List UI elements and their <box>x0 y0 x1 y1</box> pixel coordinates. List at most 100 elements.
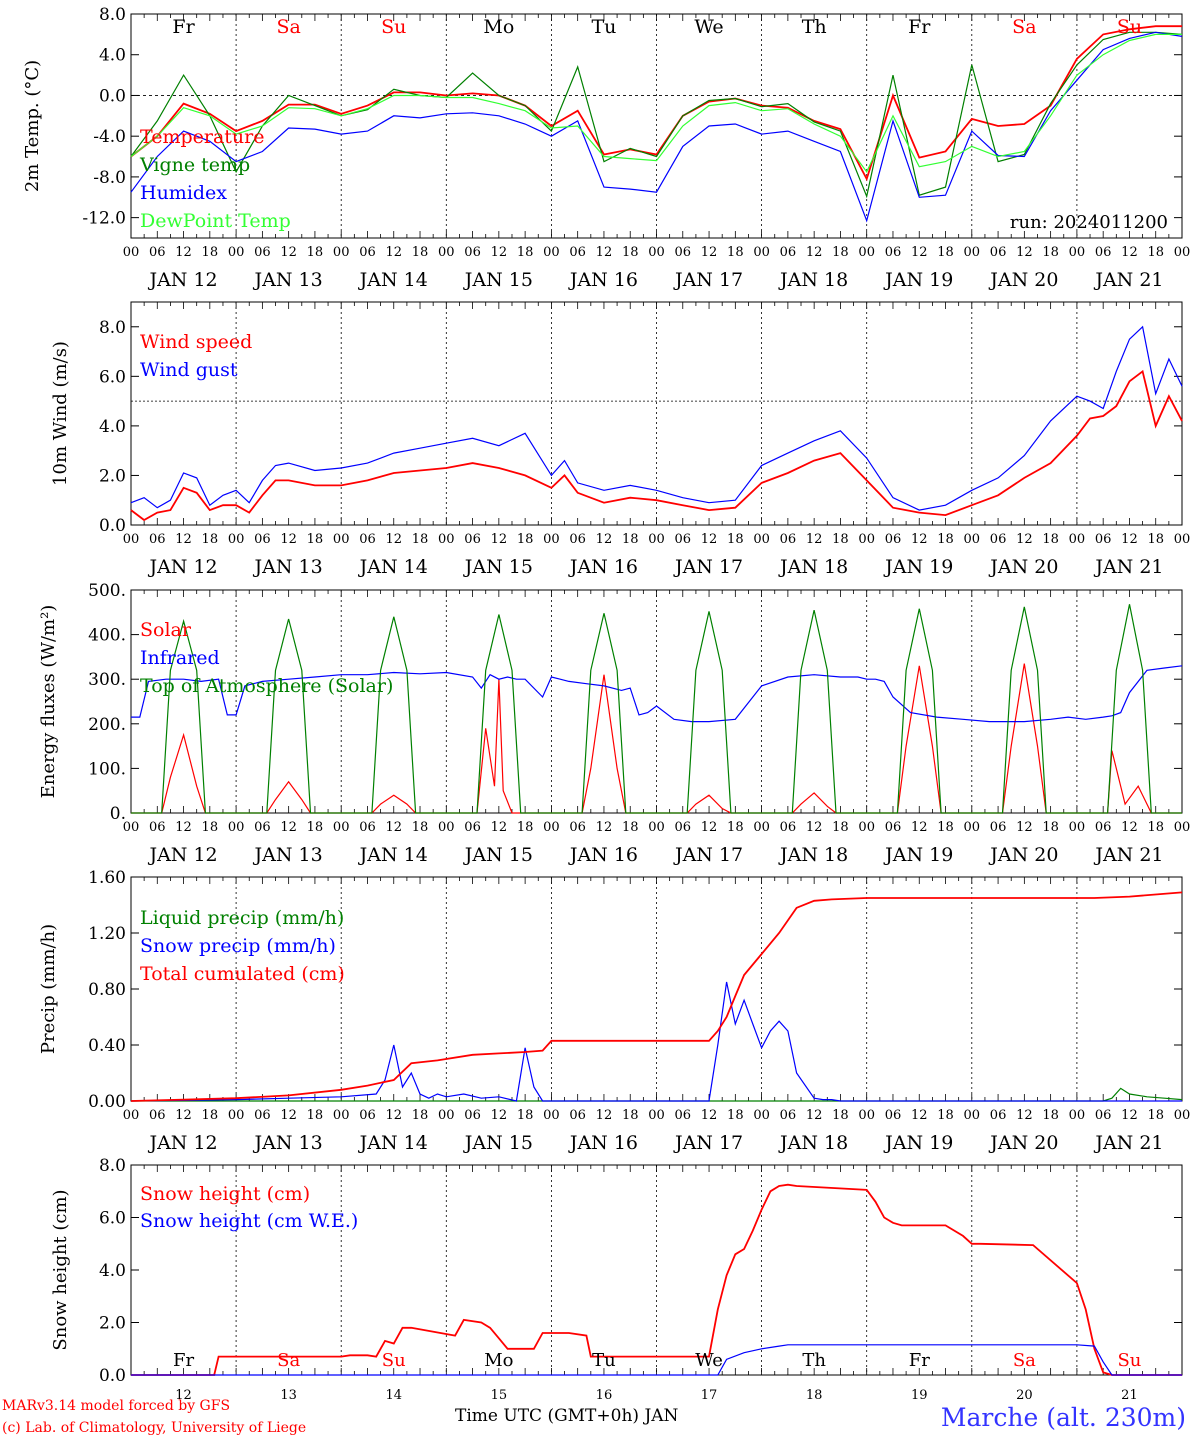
hour-label: 06 <box>990 532 1007 547</box>
legend-entry: Infrared <box>140 647 220 669</box>
day-name: We <box>694 16 723 38</box>
hour-label: 00 <box>753 245 770 260</box>
day-name: Sa <box>1012 16 1036 38</box>
hour-label: 00 <box>753 820 770 835</box>
y-tick-label: 0.80 <box>88 980 126 1000</box>
y-tick-label: 6.0 <box>99 367 126 387</box>
hour-label: 06 <box>464 820 481 835</box>
hour-label: 18 <box>307 820 324 835</box>
hour-label: 18 <box>412 532 429 547</box>
day-number: 19 <box>911 1388 928 1403</box>
hour-label: 12 <box>1016 1108 1033 1123</box>
hour-label: 06 <box>569 245 586 260</box>
date-label: JAN 14 <box>358 844 428 866</box>
legend-entry: Top of Atmosphere (Solar) <box>140 675 393 697</box>
hour-label: 06 <box>1095 1108 1112 1123</box>
hour-label: 18 <box>937 532 954 547</box>
date-label: JAN 19 <box>883 844 953 866</box>
y-tick-label: 0. <box>110 804 126 824</box>
hour-label: 18 <box>1147 820 1164 835</box>
hour-label: 12 <box>175 820 192 835</box>
y-tick-label: 400. <box>88 626 126 646</box>
hour-label: 00 <box>648 1108 665 1123</box>
hour-label: 18 <box>937 1108 954 1123</box>
hour-label: 18 <box>1147 1108 1164 1123</box>
day-number: 12 <box>175 1388 192 1403</box>
legend-entry: Wind speed <box>140 331 252 353</box>
y-tick-label: -4.0 <box>93 127 126 147</box>
series-line <box>131 665 1183 723</box>
date-label: JAN 15 <box>463 1132 533 1154</box>
hour-label: 18 <box>202 1108 219 1123</box>
hour-label: 06 <box>359 820 376 835</box>
hour-label: 12 <box>1121 1108 1138 1123</box>
hour-label: 06 <box>569 532 586 547</box>
hour-label: 00 <box>123 1108 140 1123</box>
day-name: Fr <box>173 1350 194 1371</box>
hour-label: 00 <box>648 820 665 835</box>
hour-label: 12 <box>911 820 928 835</box>
hour-label: 18 <box>727 245 744 260</box>
date-label: JAN 21 <box>1093 269 1163 291</box>
hour-label: 12 <box>806 245 823 260</box>
date-label: JAN 19 <box>883 269 953 291</box>
lab-credit: (c) Lab. of Climatology, University of L… <box>2 1420 307 1436</box>
hour-label: 00 <box>964 245 981 260</box>
y-axis-label: 2m Temp. (°C) <box>22 60 43 192</box>
hour-label: 06 <box>780 245 797 260</box>
hour-label: 18 <box>622 820 639 835</box>
day-number: 15 <box>491 1388 508 1403</box>
hour-label: 00 <box>1174 820 1191 835</box>
date-label: JAN 21 <box>1093 844 1163 866</box>
hour-label: 12 <box>1121 532 1138 547</box>
legend-entry: Solar <box>140 619 192 641</box>
hour-label: 06 <box>990 820 1007 835</box>
hour-label: 00 <box>543 820 560 835</box>
date-label: JAN 13 <box>253 269 323 291</box>
hour-label: 12 <box>385 532 402 547</box>
hour-label: 12 <box>701 1108 718 1123</box>
hour-label: 06 <box>990 1108 1007 1123</box>
legend-entry: Snow precip (mm/h) <box>140 935 336 957</box>
series-line <box>131 1183 1182 1376</box>
hour-label: 12 <box>701 532 718 547</box>
hour-label: 00 <box>123 245 140 260</box>
hour-label: 18 <box>307 1108 324 1123</box>
hour-label: 06 <box>359 245 376 260</box>
hour-label: 06 <box>1095 245 1112 260</box>
hour-label: 18 <box>517 820 534 835</box>
hour-label: 00 <box>648 245 665 260</box>
date-label: JAN 15 <box>463 556 533 578</box>
y-axis-label: 10m Wind (m/s) <box>50 341 71 486</box>
hour-label: 18 <box>832 245 849 260</box>
hour-label: 18 <box>517 532 534 547</box>
y-tick-label: 0.00 <box>88 1092 126 1112</box>
date-label: JAN 21 <box>1093 556 1163 578</box>
hour-label: 00 <box>333 532 350 547</box>
hour-label: 18 <box>517 1108 534 1123</box>
date-label: JAN 12 <box>147 269 217 291</box>
hour-label: 12 <box>911 245 928 260</box>
hour-label: 06 <box>254 820 271 835</box>
series-line <box>130 981 1182 1102</box>
hour-label: 00 <box>228 245 245 260</box>
date-label: JAN 17 <box>673 556 743 578</box>
day-number: 17 <box>701 1388 718 1403</box>
day-number: 21 <box>1121 1388 1138 1403</box>
date-label: JAN 17 <box>673 269 743 291</box>
hour-label: 00 <box>123 820 140 835</box>
run-annotation: run: 2024011200 <box>1010 212 1168 233</box>
hour-label: 00 <box>228 532 245 547</box>
hour-label: 00 <box>1069 1108 1086 1123</box>
date-label: JAN 13 <box>253 1132 323 1154</box>
y-tick-label: 4.0 <box>99 46 126 66</box>
hour-label: 12 <box>280 820 297 835</box>
hour-label: 06 <box>569 820 586 835</box>
y-axis-label: Precip (mm/h) <box>38 924 59 1054</box>
date-label: JAN 15 <box>463 269 533 291</box>
hour-label: 00 <box>333 1108 350 1123</box>
hour-label: 12 <box>701 245 718 260</box>
hour-label: 00 <box>1069 532 1086 547</box>
station-name: Marche (alt. 230m) <box>940 1403 1186 1432</box>
hour-label: 12 <box>1016 532 1033 547</box>
